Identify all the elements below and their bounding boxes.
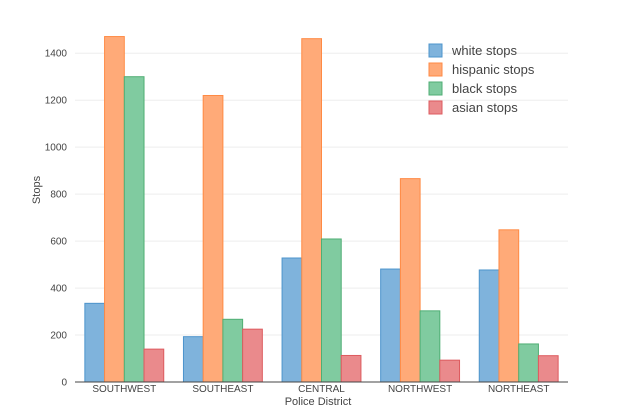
legend-label: white stops <box>451 43 518 58</box>
x-tick-label: CENTRAL <box>298 384 345 395</box>
bar <box>478 269 500 383</box>
x-tick-label: NORTHWEST <box>388 384 452 395</box>
bar <box>301 38 322 383</box>
y-tick-label: 200 <box>50 331 67 342</box>
bar <box>537 355 559 383</box>
bar <box>419 310 441 383</box>
y-tick-label: 600 <box>50 237 67 248</box>
x-tick-label: SOUTHEAST <box>192 384 253 395</box>
y-tick-label: 0 <box>61 378 67 389</box>
legend-label: hispanic stops <box>452 62 535 77</box>
y-tick-labels: 0 200 400 600 800 1000 1200 1400 <box>45 49 68 389</box>
x-axis-title: Police District <box>285 396 352 408</box>
bar <box>242 328 263 383</box>
legend-swatch <box>428 43 443 58</box>
bar <box>498 229 520 383</box>
bar <box>182 336 204 383</box>
y-tick-label: 1400 <box>45 49 68 60</box>
bar <box>399 178 421 383</box>
legend-label: asian stops <box>452 100 518 115</box>
bar <box>143 348 165 383</box>
bar <box>281 257 303 383</box>
y-tick-label: 1200 <box>45 96 68 107</box>
y-tick-label: 1000 <box>45 143 68 154</box>
bar <box>202 94 224 383</box>
legend-swatch <box>428 81 443 96</box>
x-tick-label: SOUTHWEST <box>92 384 156 395</box>
bar <box>439 359 461 383</box>
x-tick-labels: SOUTHWEST SOUTHEAST CENTRAL NORTHWEST NORTHE… <box>92 384 549 395</box>
legend-label: black stops <box>452 81 518 96</box>
bar <box>380 268 401 383</box>
bar <box>340 354 362 383</box>
bar <box>321 238 342 383</box>
bar <box>104 36 125 383</box>
x-tick-label: NORTHEAST <box>488 384 550 395</box>
legend-swatch <box>428 100 443 115</box>
bar <box>518 343 539 383</box>
bar <box>123 76 145 383</box>
bar <box>222 318 244 383</box>
legend: white stops hispanic stops black stops asia… <box>428 43 535 115</box>
y-axis-title: Stops <box>31 175 43 204</box>
bar <box>84 302 106 383</box>
y-tick-label: 800 <box>50 190 67 201</box>
y-tick-label: 400 <box>50 284 67 295</box>
bars <box>84 36 559 383</box>
legend-swatch <box>428 62 443 77</box>
